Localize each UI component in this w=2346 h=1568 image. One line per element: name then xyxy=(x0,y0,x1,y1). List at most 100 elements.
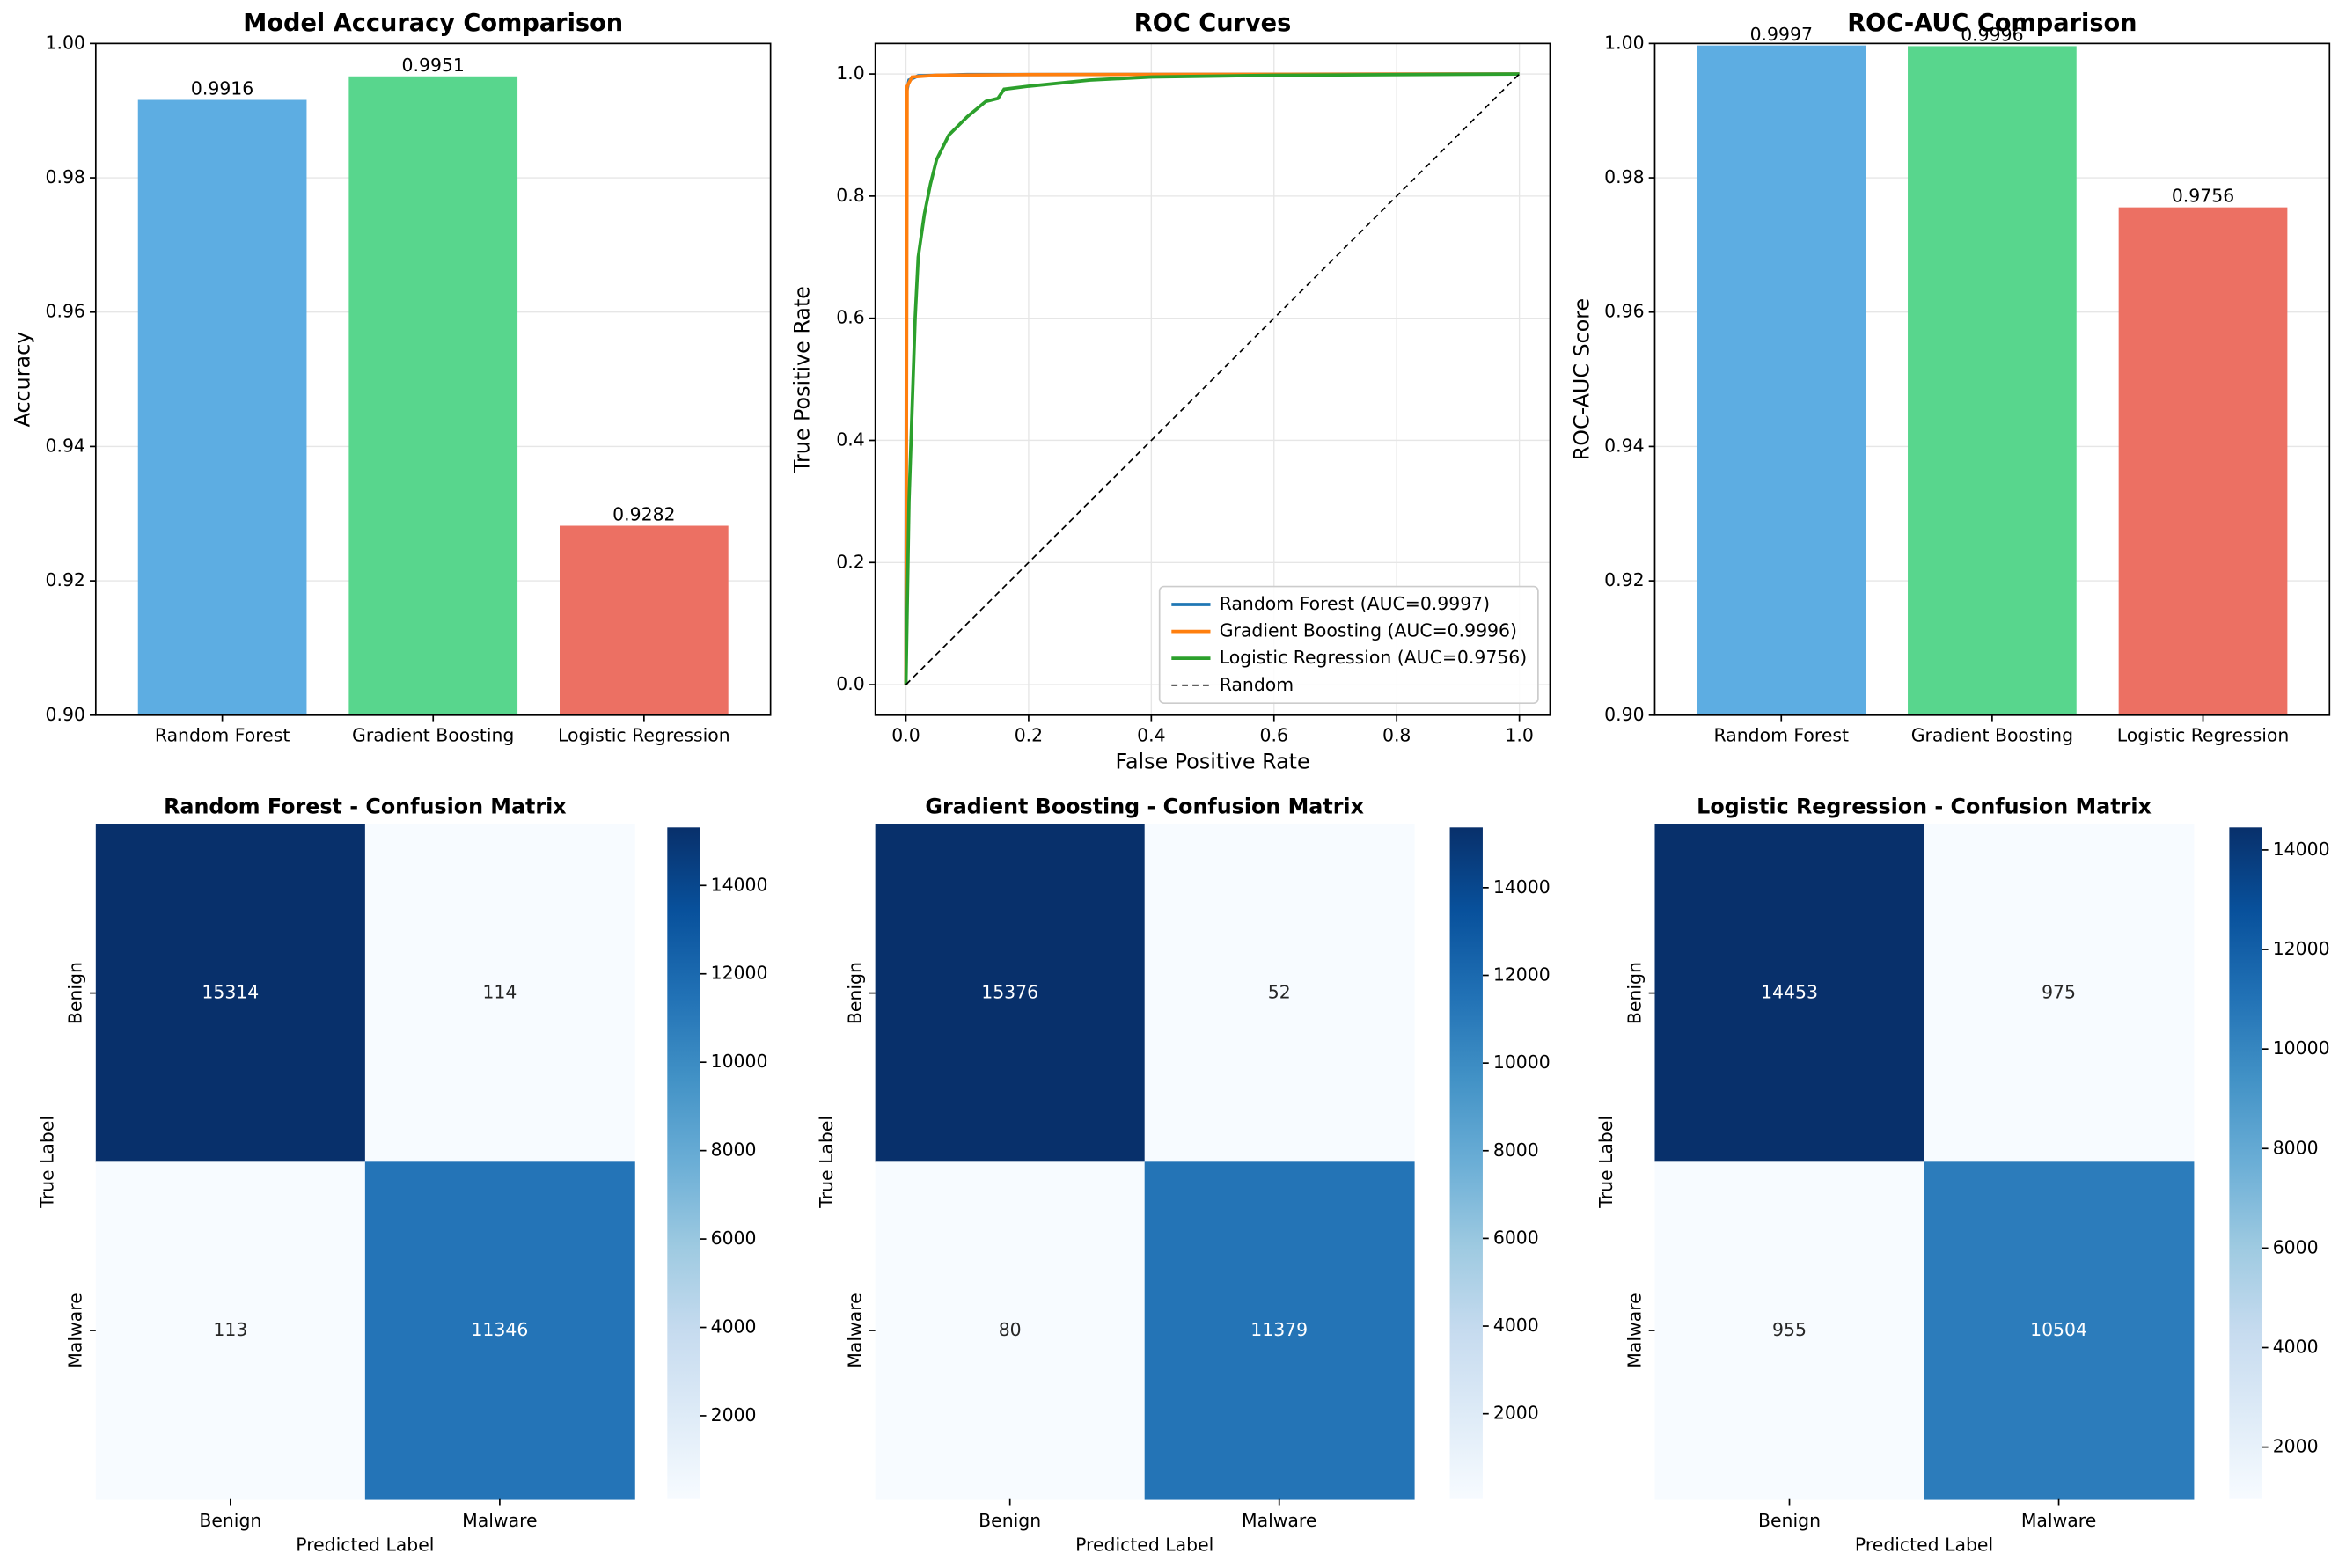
y-tick-label: Malware xyxy=(65,1293,86,1367)
y-tick-label: 0.98 xyxy=(1604,166,1644,187)
heatmap-cell xyxy=(364,824,635,1163)
heatmap-cell xyxy=(875,1161,1146,1500)
y-tick-label: 0.2 xyxy=(836,551,864,572)
x-tick-label: 0.8 xyxy=(1382,725,1411,746)
x-tick-label: 1.0 xyxy=(1505,725,1533,746)
colorbar-tick-label: 8000 xyxy=(2273,1137,2319,1158)
cell-label: 975 xyxy=(2042,982,2076,1003)
y-tick-label: 0.90 xyxy=(46,704,85,725)
chart-title: Logistic Regression - Confusion Matrix xyxy=(1697,795,2152,819)
colorbar-tick-label: 10000 xyxy=(2273,1037,2330,1059)
y-tick-label: 1.00 xyxy=(1604,32,1644,53)
y-axis-label: True Label xyxy=(816,1116,837,1209)
value-label: 0.9756 xyxy=(2172,186,2234,207)
y-tick-label: Malware xyxy=(1624,1293,1645,1367)
x-axis-label: False Positive Rate xyxy=(1115,750,1309,774)
y-tick-label: 0.92 xyxy=(1604,569,1644,590)
colorbar xyxy=(1449,827,1483,1499)
bar xyxy=(348,76,518,715)
cell-label: 15314 xyxy=(202,982,259,1003)
bar xyxy=(1697,45,1866,715)
colorbar-tick-label: 14000 xyxy=(711,874,768,895)
heatmap-cell xyxy=(875,824,1146,1163)
cell-label: 955 xyxy=(1772,1319,1807,1340)
x-tick-label: Gradient Boosting xyxy=(1911,725,2073,746)
series-line xyxy=(904,72,1520,685)
colorbar-tick-label: 6000 xyxy=(711,1227,757,1249)
cell-label: 52 xyxy=(1268,982,1291,1003)
colorbar-tick-label: 4000 xyxy=(711,1316,757,1337)
y-tick-label: 1.0 xyxy=(836,62,864,84)
x-tick-label: 0.0 xyxy=(891,725,920,746)
legend-label: Random Forest (AUC=0.9997) xyxy=(1220,593,1490,614)
x-axis-label: Predicted Label xyxy=(1855,1534,1993,1555)
heatmap-cell xyxy=(1144,824,1415,1163)
heatmap-cell xyxy=(1924,1161,2195,1500)
y-tick-label: 1.00 xyxy=(46,32,85,53)
cell-label: 11379 xyxy=(1250,1319,1308,1340)
heatmap-cell xyxy=(1654,1161,1925,1500)
heatmap-cell xyxy=(1144,1161,1415,1500)
y-axis-label: True Positive Rate xyxy=(790,286,815,473)
colorbar-tick-label: 2000 xyxy=(711,1404,757,1425)
colorbar-tick-label: 8000 xyxy=(711,1139,757,1161)
axes-frame xyxy=(94,42,772,716)
colorbar-tick-label: 12000 xyxy=(711,963,768,984)
heatmap-cell xyxy=(364,1161,635,1500)
legend-label: Random xyxy=(1220,674,1294,695)
chart-title: ROC Curves xyxy=(1134,10,1292,37)
colorbar xyxy=(667,827,700,1499)
y-axis-label: ROC-AUC Score xyxy=(1569,298,1594,460)
cell-label: 14453 xyxy=(1761,982,1818,1003)
y-tick-label: Benign xyxy=(65,962,86,1024)
value-label: 0.9997 xyxy=(1750,24,1813,45)
y-axis-label: Accuracy xyxy=(11,332,35,428)
y-tick-label: 0.8 xyxy=(836,185,864,206)
heatmap-cell xyxy=(95,1161,366,1500)
x-tick-label: Malware xyxy=(462,1510,537,1531)
x-tick-label: Benign xyxy=(199,1510,261,1531)
cell-label: 10504 xyxy=(2030,1319,2087,1340)
y-tick-label: 0.96 xyxy=(1604,301,1644,322)
x-axis-label: Predicted Label xyxy=(296,1534,434,1555)
value-label: 0.9951 xyxy=(402,55,465,76)
x-tick-label: 0.4 xyxy=(1137,725,1165,746)
colorbar-tick-label: 4000 xyxy=(1493,1315,1539,1336)
y-tick-label: 0.92 xyxy=(46,569,85,590)
colorbar-tick-label: 2000 xyxy=(2273,1436,2319,1457)
y-axis-label: True Label xyxy=(1595,1116,1617,1209)
colorbar xyxy=(2229,827,2262,1499)
x-tick-label: Malware xyxy=(1242,1510,1316,1531)
axes-frame xyxy=(1653,42,2331,716)
chart-title: Random Forest - Confusion Matrix xyxy=(164,795,567,819)
x-tick-label: Benign xyxy=(979,1510,1041,1531)
bar xyxy=(1908,46,2077,715)
legend-label: Gradient Boosting (AUC=0.9996) xyxy=(1220,620,1517,641)
cell-label: 114 xyxy=(482,982,517,1003)
colorbar-tick-label: 8000 xyxy=(1493,1139,1539,1161)
colorbar-tick-label: 12000 xyxy=(1493,964,1551,985)
legend-label: Logistic Regression (AUC=0.9756) xyxy=(1220,647,1528,668)
x-tick-label: Logistic Regression xyxy=(2117,725,2290,746)
y-tick-label: Benign xyxy=(1624,962,1645,1024)
series-line xyxy=(905,73,1521,685)
colorbar-tick-label: 6000 xyxy=(2273,1236,2319,1257)
colorbar-tick-label: 12000 xyxy=(2273,938,2330,959)
heatmap-cell xyxy=(1654,824,1925,1163)
x-axis-label: Predicted Label xyxy=(1075,1534,1213,1555)
series-line xyxy=(904,72,1520,685)
value-label: 0.9996 xyxy=(1961,25,2023,46)
value-label: 0.9282 xyxy=(612,504,675,525)
cell-label: 11346 xyxy=(471,1319,528,1340)
cell-label: 113 xyxy=(213,1319,247,1340)
y-tick-label: 0.94 xyxy=(1604,435,1644,456)
heatmap-cell xyxy=(95,824,366,1163)
chart-title: ROC-AUC Comparison xyxy=(1847,10,2137,37)
cell-label: 15376 xyxy=(981,982,1038,1003)
heatmap-cell xyxy=(1924,824,2195,1163)
value-label: 0.9916 xyxy=(191,78,253,99)
x-tick-label: 0.2 xyxy=(1015,725,1043,746)
y-tick-label: 0.4 xyxy=(836,429,864,450)
